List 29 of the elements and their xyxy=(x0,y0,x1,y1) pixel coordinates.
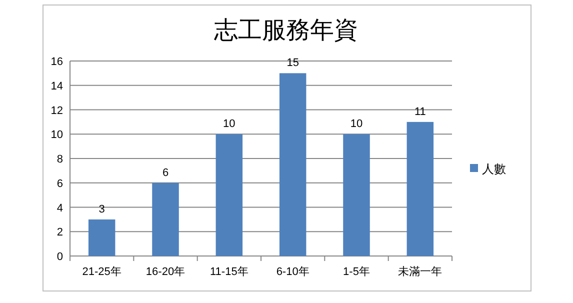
data-label: 10 xyxy=(223,118,236,130)
bar xyxy=(88,219,116,256)
bar xyxy=(279,73,306,256)
bar xyxy=(343,134,370,256)
x-tick-label: 未滿一年 xyxy=(398,265,442,278)
chart-title: 志工服務年資 xyxy=(214,18,358,44)
x-tick-label: 1-5年 xyxy=(343,266,370,278)
bar xyxy=(216,134,243,256)
y-tick-label: 0 xyxy=(56,251,63,263)
y-tick-label: 16 xyxy=(50,56,63,68)
data-label: 6 xyxy=(162,166,169,179)
x-tick-label: 21-25年 xyxy=(82,266,122,278)
data-label: 10 xyxy=(350,118,363,130)
y-tick-label: 8 xyxy=(56,154,63,166)
data-label: 3 xyxy=(98,203,105,216)
bar xyxy=(152,182,179,256)
data-label: 15 xyxy=(286,57,299,70)
y-tick-label: 12 xyxy=(50,104,63,117)
y-tick-label: 10 xyxy=(50,129,63,142)
y-tick-label: 4 xyxy=(56,202,63,214)
y-tick-label: 14 xyxy=(50,80,63,92)
x-tick-label: 11-15年 xyxy=(210,266,248,278)
x-tick-label: 6-10年 xyxy=(276,266,310,278)
data-label: 11 xyxy=(414,106,426,118)
x-tick-label: 16-20年 xyxy=(146,266,186,278)
bar xyxy=(406,122,434,256)
legend-label: 人數 xyxy=(482,162,506,176)
y-tick-label: 6 xyxy=(56,178,63,190)
y-tick-label: 2 xyxy=(56,226,63,239)
